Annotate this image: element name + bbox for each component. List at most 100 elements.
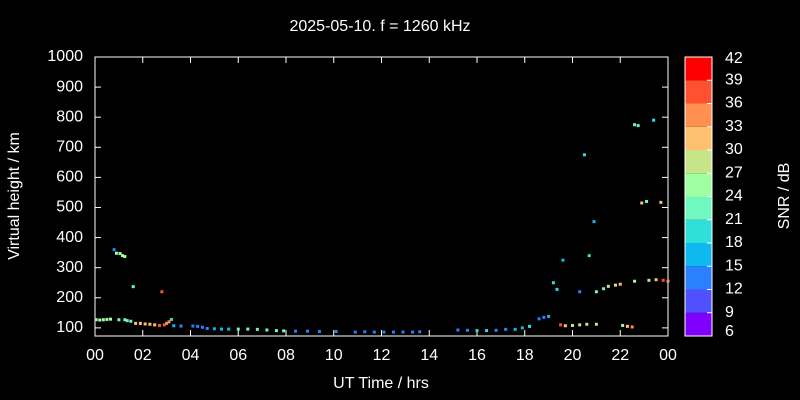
colorbar-tick-label: 18 (725, 234, 743, 251)
data-point (645, 199, 649, 203)
data-point (129, 319, 133, 323)
data-point (585, 322, 589, 326)
data-point (157, 323, 161, 327)
colorbar-band (685, 150, 712, 174)
colorbar-tick-label: 15 (725, 257, 743, 274)
plot-frame (94, 56, 669, 337)
data-point (542, 315, 546, 319)
data-point (520, 326, 524, 330)
data-point (652, 118, 656, 122)
data-point (114, 251, 118, 255)
colorbar-tick-label: 42 (725, 50, 743, 67)
data-point (592, 220, 596, 224)
data-point (131, 285, 135, 289)
data-point (475, 329, 479, 333)
data-point (138, 321, 142, 325)
data-point (294, 329, 298, 333)
colorbar-band (685, 80, 712, 104)
data-point (109, 317, 113, 321)
data-point (456, 328, 460, 332)
colorbar-tick-label: 33 (725, 118, 743, 135)
data-point (117, 318, 121, 322)
data-point (112, 248, 116, 252)
data-point (191, 324, 195, 328)
colorbar-tick-label: 39 (725, 71, 743, 88)
data-point (255, 327, 259, 331)
x-tick-label: 08 (277, 347, 295, 364)
data-point (633, 123, 637, 127)
data-point (582, 153, 586, 157)
x-axis-label: UT Time / hrs (333, 375, 429, 392)
x-tick-label: 22 (611, 347, 629, 364)
x-tick-label: 02 (134, 347, 152, 364)
data-point (547, 314, 551, 318)
colorbar-band (685, 196, 712, 220)
y-tick-label: 400 (56, 229, 83, 246)
data-point (537, 317, 541, 321)
data-point (494, 328, 498, 332)
x-tick-label: 20 (564, 347, 582, 364)
colorbar-tick-label: 9 (725, 304, 734, 321)
chart-title: 2025-05-10. f = 1260 kHz (289, 18, 470, 35)
x-tick-label: 12 (373, 347, 391, 364)
data-point (561, 258, 565, 262)
colorbar-band (685, 266, 712, 290)
colorbar-tick-label: 27 (725, 164, 743, 181)
x-tick-label: 00 (659, 347, 677, 364)
colorbar-tick-label: 24 (725, 188, 743, 205)
data-point (504, 327, 508, 331)
data-point (551, 281, 555, 285)
data-point (205, 326, 209, 330)
data-point (578, 323, 582, 327)
colorbar-band (685, 312, 712, 336)
data-point (528, 324, 532, 328)
data-point (105, 317, 109, 321)
data-point (167, 320, 171, 324)
y-tick-label: 700 (56, 139, 83, 156)
data-point (246, 327, 250, 331)
data-point (172, 324, 176, 328)
data-point (654, 278, 658, 282)
data-point (125, 319, 129, 323)
colorbar-tick-label: 30 (725, 141, 743, 158)
data-point (227, 327, 231, 331)
data-point (212, 327, 216, 331)
y-tick-label: 300 (56, 259, 83, 276)
data-point (613, 283, 617, 287)
data-point (123, 255, 127, 259)
data-point (621, 323, 625, 327)
data-point (334, 329, 338, 333)
x-tick-label: 04 (182, 347, 200, 364)
data-point (666, 279, 670, 283)
data-point (200, 325, 204, 329)
colorbar-band (685, 219, 712, 243)
x-tick-label: 16 (468, 347, 486, 364)
data-point (559, 323, 563, 327)
colorbar-band (685, 289, 712, 313)
data-point (640, 201, 644, 205)
colorbar-tick-label: 6 (725, 323, 734, 340)
data-point (274, 329, 278, 333)
colorbar-band (685, 173, 712, 197)
colorbar-band (685, 103, 712, 127)
x-tick-label: 14 (420, 347, 438, 364)
data-point (165, 321, 169, 325)
data-point (418, 330, 422, 334)
data-point (618, 282, 622, 286)
data-point (353, 330, 357, 334)
data-point (563, 324, 567, 328)
data-point (594, 290, 598, 294)
data-point (162, 323, 166, 327)
colorbar-band (685, 57, 712, 81)
y-tick-label: 500 (56, 199, 83, 216)
colorbar-band (685, 126, 712, 150)
data-point (153, 323, 157, 327)
data-point (98, 318, 102, 322)
y-tick-label: 100 (56, 319, 83, 336)
y-tick-label: 800 (56, 108, 83, 125)
data-point (594, 322, 598, 326)
data-point (633, 279, 637, 283)
y-tick-label: 1000 (47, 48, 83, 65)
data-point (101, 318, 105, 322)
